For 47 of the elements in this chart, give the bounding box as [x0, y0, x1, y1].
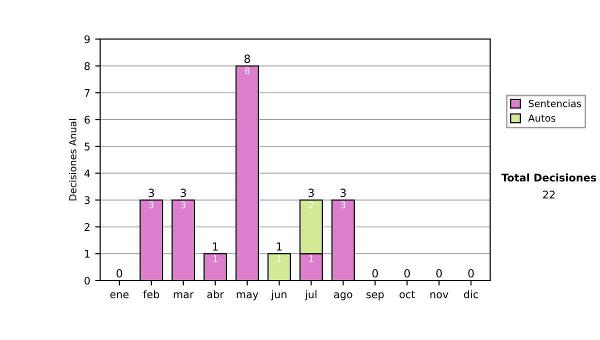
x-tick-label: dic	[464, 290, 478, 298]
x-tick-label: ago	[334, 292, 352, 300]
y-tick-label: 8	[84, 62, 90, 70]
x-tick-label: jul	[304, 290, 316, 300]
total-label: 3	[340, 188, 346, 198]
x-tick-label: sep	[366, 292, 384, 300]
total-label: 3	[148, 188, 154, 198]
y-tick-label: 5	[84, 142, 90, 150]
y-tick-label: 1	[84, 250, 90, 258]
y-tick-label: 6	[84, 116, 90, 124]
y-tick-label: 9	[84, 35, 90, 44]
y-tick-label: 2	[84, 223, 90, 231]
data-label: 1	[213, 255, 218, 262]
y-tick-label: 3	[84, 196, 90, 204]
x-tick-label: abr	[207, 290, 224, 298]
total-label: 0	[468, 269, 474, 278]
total-label: 1	[212, 242, 218, 251]
x-tick-label: may	[236, 292, 258, 300]
text: 22	[543, 190, 555, 198]
y-tick-label: 0	[84, 276, 90, 285]
x-tick-label: feb	[143, 290, 160, 298]
y-tick-label: 4	[84, 170, 90, 178]
legend-label: Autos	[528, 114, 556, 122]
total-label: 0	[436, 269, 442, 278]
total-label: 3	[180, 188, 186, 198]
x-tick-label: jun	[270, 290, 286, 300]
y-axis-title: Decisiones Anual	[68, 119, 76, 200]
total-label: 3	[308, 188, 314, 198]
data-label: 8	[244, 67, 250, 74]
total-label: 0	[404, 269, 410, 278]
data-label: 1	[277, 255, 282, 262]
data-label: 1	[309, 255, 314, 262]
legend-label: Sentencias	[528, 100, 582, 108]
text: Total Decisiones	[501, 173, 596, 182]
y-tick-label: 7	[84, 89, 90, 97]
data-label: 2	[308, 202, 314, 208]
total-label: 1	[276, 242, 282, 251]
total-label: 0	[116, 269, 122, 278]
total-label: 8	[244, 54, 250, 63]
x-tick-label: oct	[400, 290, 415, 298]
x-tick-label: mar	[174, 292, 194, 298]
data-label: 3	[340, 202, 346, 208]
x-tick-label: ene	[110, 292, 129, 298]
data-label: 3	[149, 202, 154, 208]
total-label: 0	[372, 269, 378, 278]
data-label: 3	[181, 202, 186, 208]
x-tick-label: nov	[430, 292, 448, 298]
